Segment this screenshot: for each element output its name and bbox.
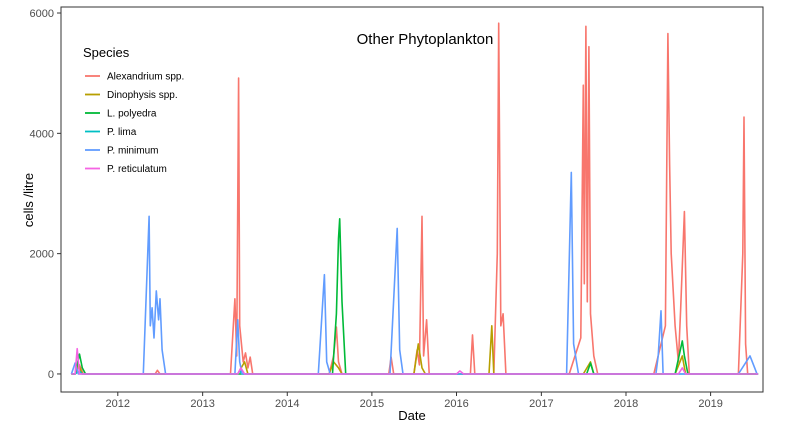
y-tick-label: 6000 (30, 8, 54, 20)
legend-title: Species (83, 45, 130, 60)
y-axis-title: cells /litre (21, 173, 36, 227)
x-axis-title: Date (398, 408, 425, 423)
legend-label: P. minimum (107, 146, 159, 157)
x-tick-label: 2014 (275, 398, 299, 410)
y-tick-label: 2000 (30, 249, 54, 261)
x-axis: 2012 2013 2014 2015 2016 2017 2018 2019 (106, 392, 723, 410)
y-tick-label: 0 (48, 369, 54, 381)
legend-label: L. polyedra (107, 109, 157, 120)
series-layer (70, 22, 759, 375)
x-tick-label: 2013 (190, 398, 214, 410)
series-line-6 (71, 347, 759, 375)
legend-label: P. reticulatum (107, 164, 167, 175)
y-tick-label: 4000 (30, 128, 54, 140)
legend-label: Alexandrium spp. (107, 72, 184, 83)
y-axis: 0 2000 4000 6000 (30, 8, 61, 381)
legend-label: Dinophysis spp. (107, 90, 178, 101)
plot-panel (60, 6, 764, 393)
x-tick-label: 2017 (529, 398, 553, 410)
series-line-3 (71, 218, 759, 375)
series-line-1 (71, 22, 759, 375)
x-tick-label: 2016 (444, 398, 468, 410)
chart-title: Other Phytoplankton (357, 31, 494, 48)
legend-label: P. lima (107, 127, 137, 138)
x-tick-label: 2019 (698, 398, 722, 410)
x-tick-label: 2018 (614, 398, 638, 410)
x-tick-label: 2015 (360, 398, 384, 410)
x-tick-label: 2012 (106, 398, 130, 410)
series-line-5 (70, 171, 759, 375)
legend: Species Alexandrium spp. Dinophysis spp. L… (83, 45, 184, 175)
